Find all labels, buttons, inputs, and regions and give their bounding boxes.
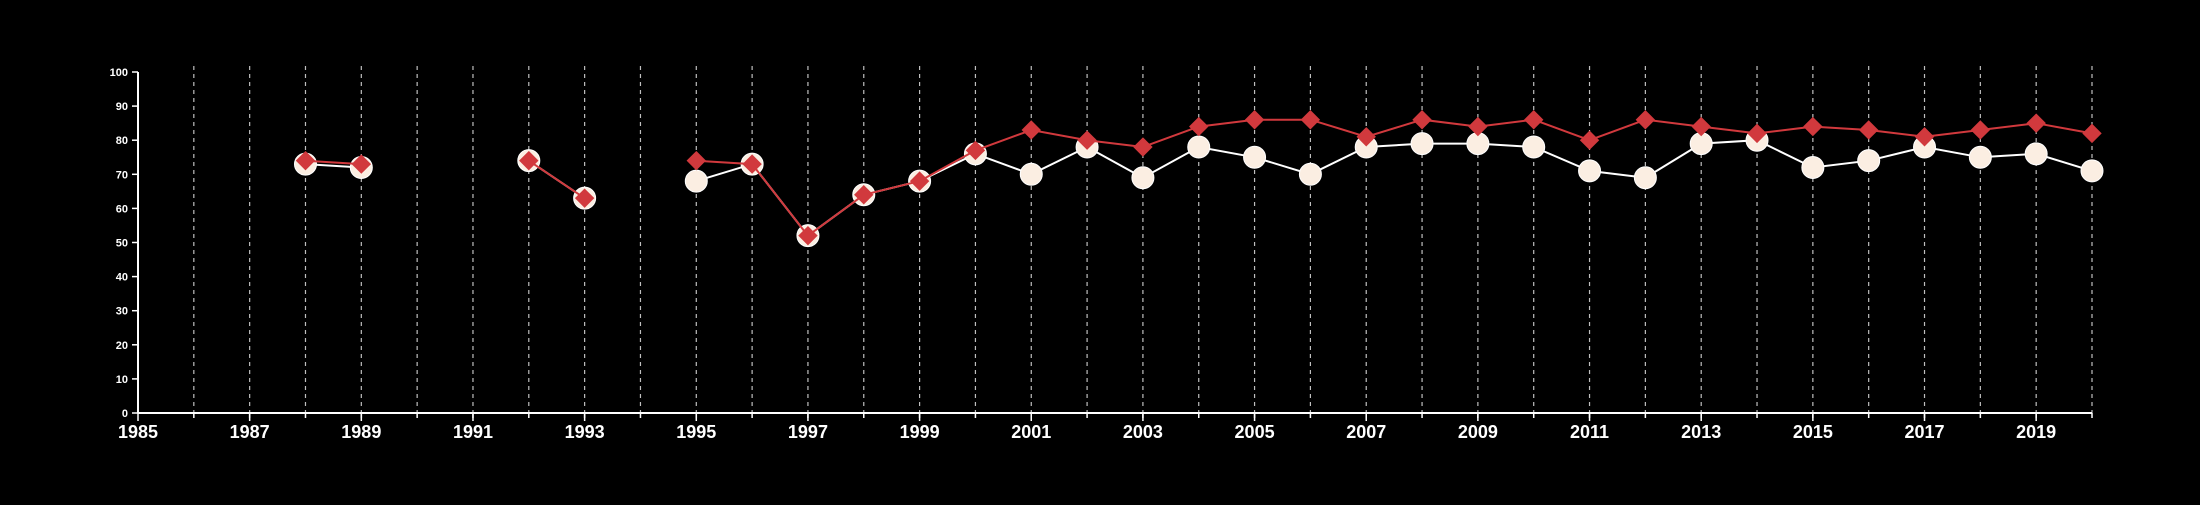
series-2-point-1993 (574, 188, 595, 208)
series-2-point-2005 (1244, 110, 1265, 130)
series-2-point-2014 (1747, 123, 1767, 144)
y-tick-label-80: 80 (116, 135, 128, 147)
series-2-point-1992 (519, 150, 539, 171)
series-2-point-1995 (686, 150, 706, 171)
series-2-point-2003 (1133, 137, 1153, 157)
series-1-point-2018 (1968, 145, 1992, 169)
series-2 (295, 110, 2102, 246)
x-tick-label-1993: 1993 (565, 422, 605, 442)
series-2-line-segment-3 (696, 118, 2093, 238)
x-tick-label-1997: 1997 (788, 422, 828, 442)
y-tick-label-40: 40 (116, 272, 128, 284)
x-tick-label-2019: 2019 (2016, 422, 2056, 442)
series-1-point-2012 (1633, 166, 1657, 190)
series-2-point-2004 (1189, 116, 1209, 137)
x-tick-label-2001: 2001 (1011, 422, 1051, 442)
x-tick-label-2005: 2005 (1235, 422, 1275, 442)
series-2-point-2002 (1077, 130, 1097, 150)
series-2-point-1996 (742, 154, 762, 174)
series-2-point-2009 (1468, 116, 1488, 137)
x-tick-label-2015: 2015 (1793, 422, 1833, 442)
x-tick-label-1991: 1991 (453, 422, 493, 442)
series-2-point-2010 (1524, 110, 1544, 130)
series-2-point-1999 (909, 171, 930, 191)
series-1-point-2005 (1243, 145, 1267, 169)
series-1-point-2019 (2024, 142, 2048, 166)
series-2-point-2015 (1803, 116, 1823, 137)
x-tick-label-2011: 2011 (1570, 422, 1609, 442)
y-tick-label-100: 100 (110, 67, 128, 79)
series-2-point-2011 (1579, 130, 1600, 150)
x-tick-label-2007: 2007 (1346, 422, 1386, 442)
series-2-point-2020 (2082, 123, 2102, 144)
series-1-point-2006 (1298, 162, 1322, 186)
series-2-point-2006 (1300, 110, 1321, 130)
series-1-point-2001 (1019, 162, 1043, 186)
series-2-point-2008 (1412, 110, 1432, 130)
series-1-point-2015 (1801, 155, 1825, 179)
series-1-point-1995 (684, 169, 708, 193)
gridlines (193, 66, 2093, 413)
y-tick-label-60: 60 (116, 203, 128, 215)
series-2-point-1989 (351, 154, 372, 174)
series-2-point-2001 (1021, 120, 1041, 140)
series-2-point-2013 (1691, 116, 1711, 137)
y-tick-label-50: 50 (116, 238, 128, 250)
series-2-point-2018 (1970, 120, 1991, 140)
x-tick-label-2017: 2017 (1904, 422, 1944, 442)
series-1-point-2016 (1857, 149, 1881, 173)
series-2-line-segment-1 (305, 159, 362, 166)
series-1-point-2011 (1578, 159, 1602, 183)
x-tick-label-2003: 2003 (1123, 422, 1163, 442)
x-tick-label-1995: 1995 (676, 422, 716, 442)
series-2-point-2007 (1356, 127, 1376, 147)
y-tick-label-0: 0 (122, 408, 128, 420)
series-2-point-2012 (1635, 110, 1656, 130)
series-2-point-2000 (965, 140, 986, 161)
series-1-point-2008 (1410, 132, 1434, 156)
x-tick-label-1987: 1987 (230, 422, 270, 442)
y-tick-label-70: 70 (116, 169, 128, 181)
series-2-point-1998 (854, 185, 874, 205)
y-tick-label-20: 20 (116, 340, 128, 352)
series-1-point-2020 (2080, 159, 2104, 183)
x-tick-label-1999: 1999 (900, 422, 940, 442)
series-2-point-1988 (295, 150, 316, 171)
series-group (293, 110, 2104, 248)
series-1-point-2010 (1522, 135, 1546, 159)
series-2-point-2017 (1914, 127, 1935, 147)
series-1-point-2004 (1187, 135, 1211, 159)
axes: 0 10 20 30 40 50 60 70 80 90 100 1985 1987 1989 1991 19… (110, 67, 2093, 442)
series-1-point-2003 (1131, 166, 1155, 190)
x-tick-label-1989: 1989 (341, 422, 381, 442)
series-2-point-2019 (2026, 113, 2046, 133)
series-1-line-segment-3 (696, 139, 2093, 238)
y-tick-label-90: 90 (116, 101, 128, 113)
y-tick-label-10: 10 (116, 374, 128, 386)
series-2-point-2016 (1858, 120, 1879, 140)
x-tick-label-2009: 2009 (1458, 422, 1498, 442)
y-tick-label-30: 30 (116, 306, 128, 318)
series-2-line-segment-2 (528, 159, 586, 200)
x-tick-label-1985: 1985 (118, 422, 158, 442)
series-2-point-1997 (798, 225, 818, 246)
x-tick-label-2013: 2013 (1681, 422, 1721, 442)
